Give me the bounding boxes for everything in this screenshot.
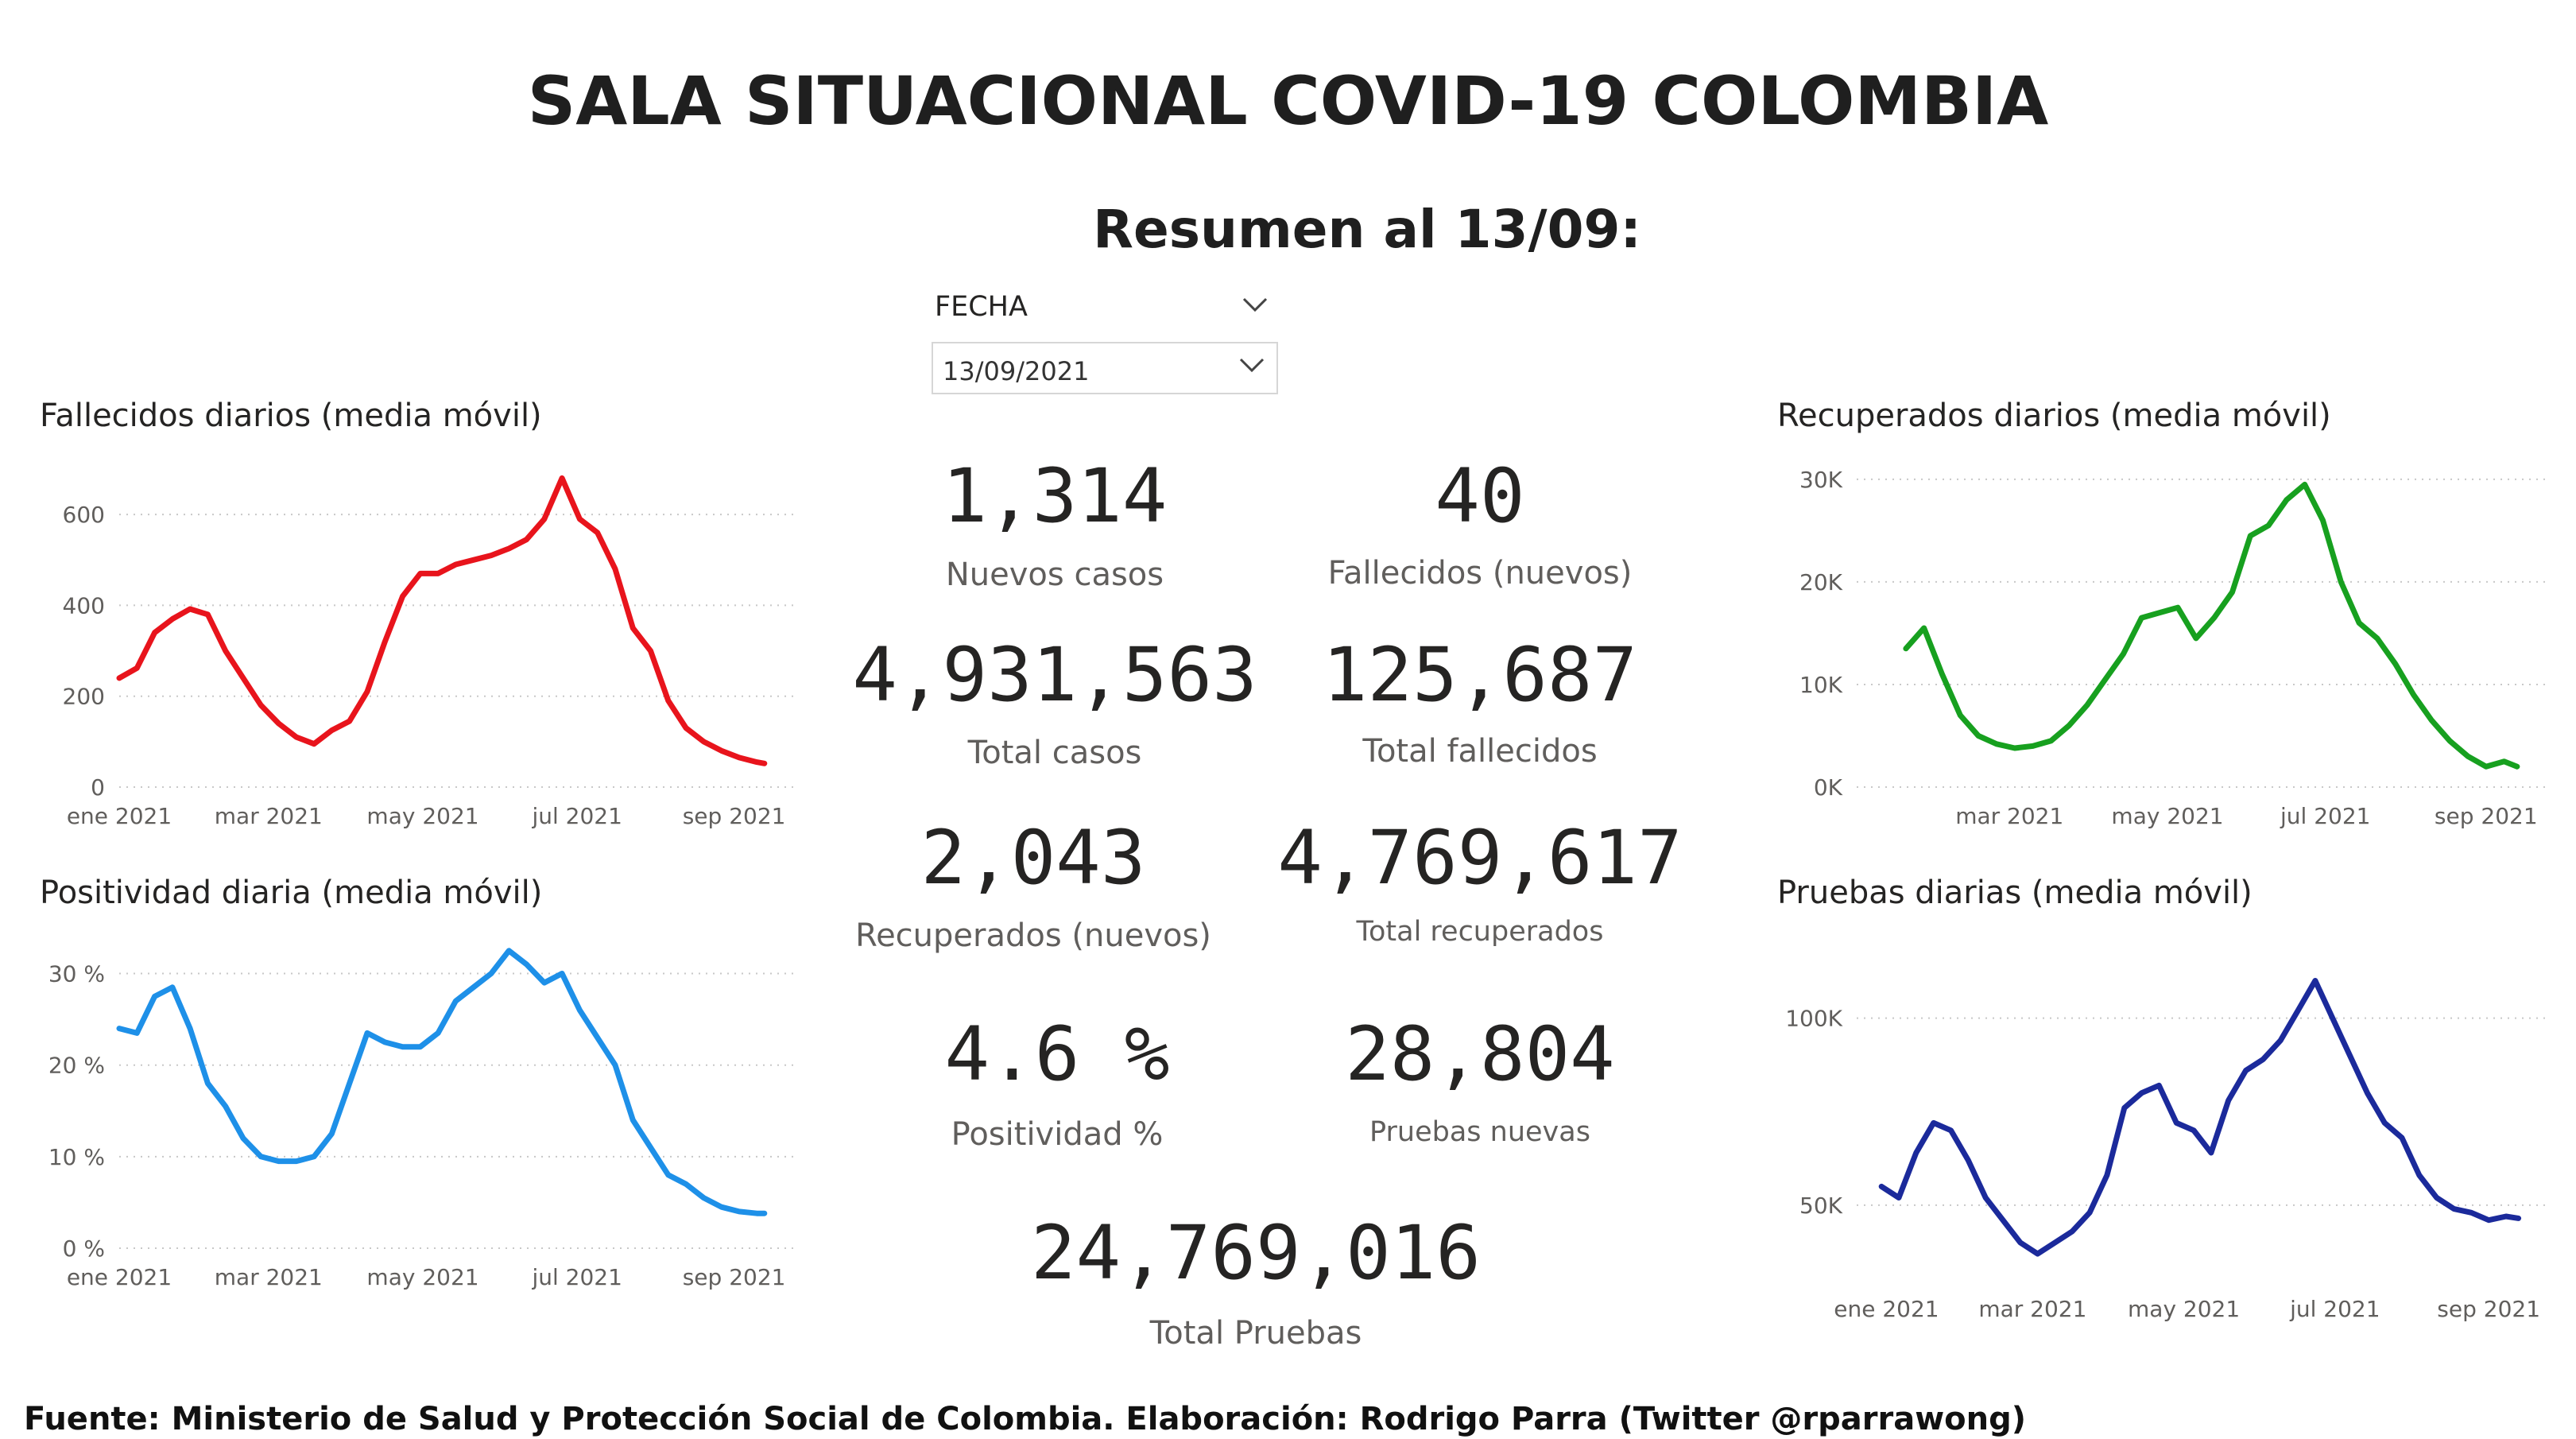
kpi-recuperados-nuevos-label: Recuperados (nuevos) bbox=[855, 917, 1211, 954]
y-tick-label: 600 bbox=[63, 502, 105, 528]
recuperados-chart: 0K 10K 20K 30K mar 2021 may 2021 jul 2021 sep 2… bbox=[1799, 467, 2548, 829]
x-tick-label: sep 2021 bbox=[683, 803, 786, 829]
kpi-pruebas-nuevas-value: 28,804 bbox=[1345, 1011, 1615, 1098]
y-tick-label: 50K bbox=[1799, 1193, 1843, 1219]
kpi-positividad-value: 4.6 % bbox=[944, 1011, 1170, 1098]
date-slicer-label: FECHA bbox=[935, 291, 1028, 323]
kpi-total-pruebas-value: 24,769,016 bbox=[1031, 1210, 1481, 1297]
page-title: SALA SITUACIONAL COVID-19 COLOMBIA bbox=[527, 62, 2049, 140]
x-tick-label: mar 2021 bbox=[215, 803, 323, 829]
kpi-total-fallecidos-label: Total fallecidos bbox=[1362, 733, 1598, 770]
x-tick-label: may 2021 bbox=[366, 1264, 478, 1290]
chart-title-recuperados: Recuperados diarios (media móvil) bbox=[1777, 398, 2331, 434]
y-tick-label: 10K bbox=[1799, 672, 1843, 698]
kpi-total-recuperados-value: 4,769,617 bbox=[1277, 815, 1683, 902]
fallecidos-chart: 0 200 400 600 ene 2021 mar 2021 may 2021 jul 20… bbox=[63, 475, 795, 829]
x-tick-label: jul 2021 bbox=[531, 803, 622, 829]
chart-title-pruebas: Pruebas diarias (media móvil) bbox=[1777, 875, 2253, 911]
series-line bbox=[116, 475, 768, 766]
pruebas-chart: 50K 100K ene 2021 mar 2021 may 2021 jul 2021 s… bbox=[1785, 978, 2548, 1322]
source-footer: Fuente: Ministerio de Salud y Protección… bbox=[24, 1401, 2027, 1437]
x-tick-label: may 2021 bbox=[366, 803, 478, 829]
y-tick-label: 20 % bbox=[48, 1053, 105, 1079]
date-slicer-value[interactable]: 13/09/2021 bbox=[943, 356, 1090, 386]
kpi-total-recuperados-label: Total recuperados bbox=[1356, 916, 1604, 948]
x-tick-label: ene 2021 bbox=[67, 1264, 172, 1290]
x-tick-label: ene 2021 bbox=[67, 803, 172, 829]
kpi-recuperados-nuevos-value: 2,043 bbox=[920, 815, 1146, 902]
series-line bbox=[1903, 481, 2520, 770]
x-tick-label: mar 2021 bbox=[215, 1264, 323, 1290]
x-tick-label: ene 2021 bbox=[1834, 1296, 1939, 1322]
x-tick-label: sep 2021 bbox=[2437, 1296, 2540, 1322]
x-tick-label: mar 2021 bbox=[1955, 803, 2063, 829]
kpi-positividad-label: Positividad % bbox=[951, 1116, 1164, 1153]
y-tick-label: 200 bbox=[63, 684, 105, 710]
chart-title-fallecidos: Fallecidos diarios (media móvil) bbox=[40, 398, 542, 434]
y-tick-label: 0 bbox=[91, 774, 105, 801]
x-tick-label: jul 2021 bbox=[2280, 803, 2370, 829]
y-tick-label: 30K bbox=[1799, 467, 1843, 493]
kpi-total-fallecidos-value: 125,687 bbox=[1322, 632, 1638, 719]
kpi-fallecidos-nuevos-value: 40 bbox=[1435, 453, 1525, 540]
series-line bbox=[1878, 978, 2522, 1257]
date-slicer-dropdown[interactable] bbox=[932, 342, 1278, 394]
x-tick-label: sep 2021 bbox=[2435, 803, 2538, 829]
x-tick-label: jul 2021 bbox=[2289, 1296, 2380, 1322]
y-tick-label: 0K bbox=[1814, 774, 1843, 801]
kpi-total-casos-label: Total casos bbox=[967, 735, 1142, 771]
dropdown-chevron-down-icon[interactable] bbox=[1238, 356, 1265, 377]
x-tick-label: may 2021 bbox=[2111, 803, 2223, 829]
slicer-header-chevron-down-icon[interactable] bbox=[1242, 296, 1269, 316]
kpi-pruebas-nuevas-label: Pruebas nuevas bbox=[1369, 1116, 1590, 1148]
x-tick-label: may 2021 bbox=[2128, 1296, 2240, 1322]
kpi-total-pruebas-label: Total Pruebas bbox=[1149, 1315, 1362, 1352]
x-tick-label: sep 2021 bbox=[683, 1264, 786, 1290]
positividad-chart: 0 % 10 % 20 % 30 % ene 2021 mar 2021 may 2021 j… bbox=[48, 948, 795, 1290]
kpi-nuevos-casos-value: 1,314 bbox=[942, 453, 1168, 540]
kpi-total-casos-value: 4,931,563 bbox=[852, 632, 1257, 719]
chart-title-positividad: Positividad diaria (media móvil) bbox=[40, 875, 543, 911]
kpi-nuevos-casos-label: Nuevos casos bbox=[945, 557, 1164, 593]
y-tick-label: 30 % bbox=[48, 961, 105, 987]
series-line bbox=[116, 948, 768, 1216]
x-tick-label: jul 2021 bbox=[531, 1264, 622, 1290]
y-tick-label: 10 % bbox=[48, 1144, 105, 1170]
y-tick-label: 20K bbox=[1799, 569, 1843, 595]
y-tick-label: 100K bbox=[1785, 1006, 1842, 1032]
y-tick-label: 0 % bbox=[63, 1235, 105, 1262]
x-tick-label: mar 2021 bbox=[1978, 1296, 2086, 1322]
y-tick-label: 400 bbox=[63, 592, 105, 619]
summary-subtitle: Resumen al 13/09: bbox=[1093, 199, 1641, 260]
kpi-fallecidos-nuevos-label: Fallecidos (nuevos) bbox=[1327, 555, 1633, 592]
